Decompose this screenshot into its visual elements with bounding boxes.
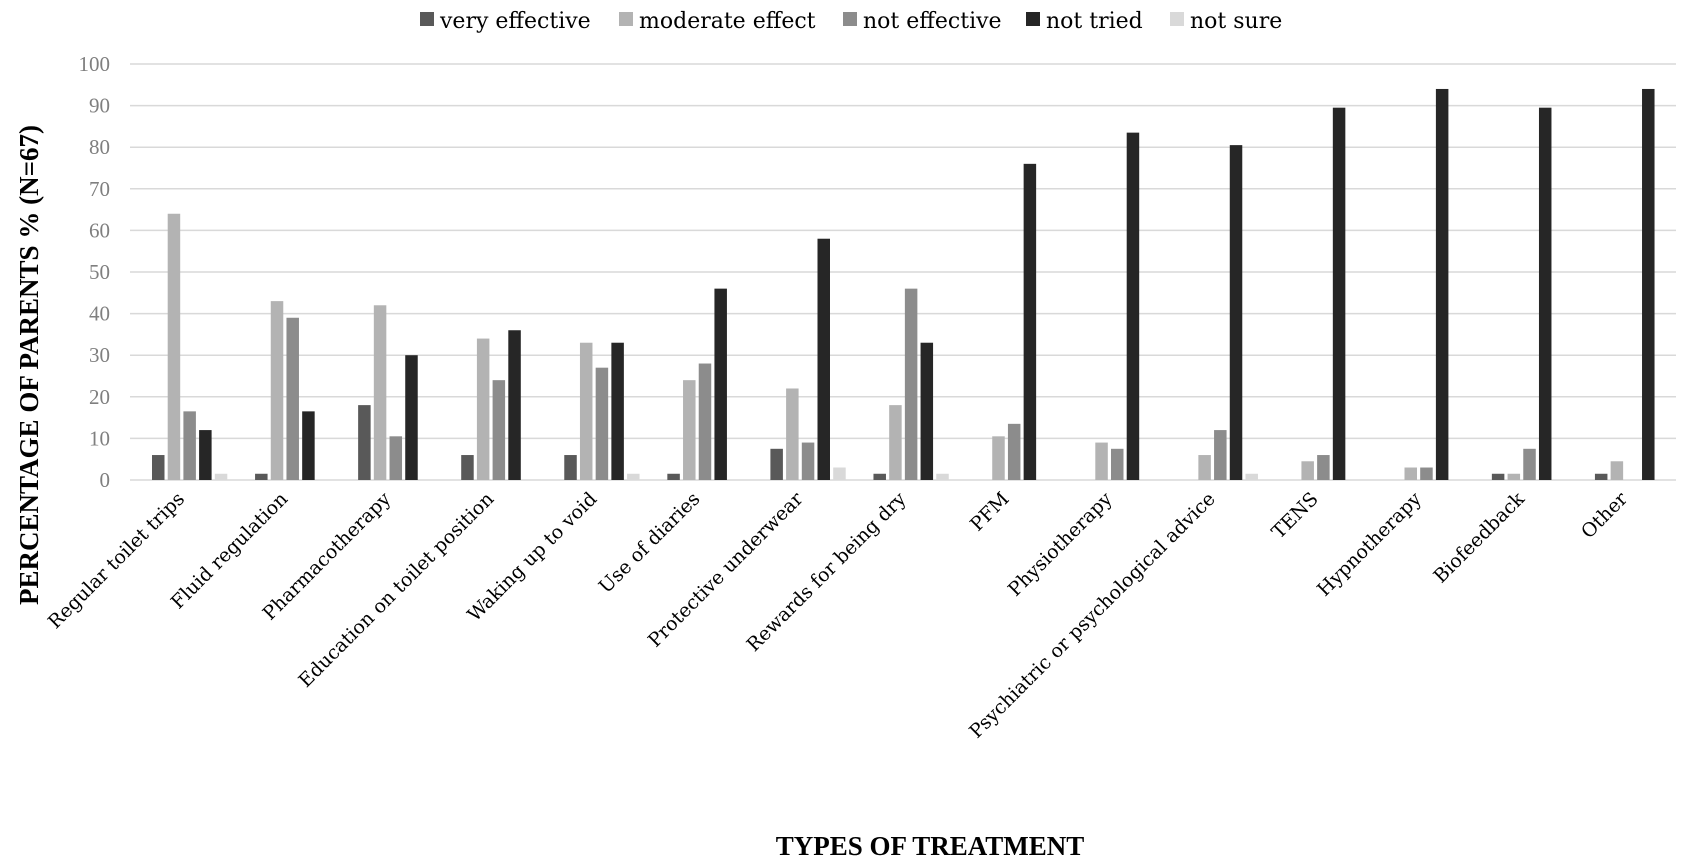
bar: [1008, 424, 1021, 480]
bar: [873, 474, 886, 480]
bar: [1301, 461, 1314, 480]
y-tick-label: 90: [89, 94, 110, 118]
legend-swatch: [619, 12, 633, 26]
x-category-label: Other: [1577, 487, 1633, 543]
bar: [1523, 449, 1536, 480]
bar: [580, 343, 593, 480]
bar: [1317, 455, 1330, 480]
bar: [168, 214, 181, 480]
legend: very effective moderate effect not effecti…: [420, 9, 1282, 34]
y-tick-label: 100: [79, 52, 111, 76]
bar: [1539, 108, 1552, 480]
y-tick-label: 60: [89, 218, 110, 242]
x-category-label: Education on toilet position: [294, 488, 498, 692]
bar: [683, 380, 696, 480]
y-tick-label: 10: [89, 426, 110, 450]
bar: [286, 318, 299, 480]
y-tick-label: 70: [89, 177, 110, 201]
bar: [936, 474, 949, 480]
bar: [921, 343, 934, 480]
legend-label: not sure: [1190, 9, 1282, 34]
bar: [699, 364, 712, 480]
bar: [1230, 145, 1243, 480]
x-category-label: PFM: [966, 488, 1014, 536]
bar: [215, 474, 228, 480]
bar: [770, 449, 783, 480]
bar: [1333, 108, 1346, 480]
x-category-label: Regular toilet trips: [44, 488, 189, 633]
bar: [1492, 474, 1505, 480]
bar: [183, 411, 196, 480]
bar: [667, 474, 680, 480]
bar: [477, 339, 490, 480]
legend-swatch: [1026, 12, 1040, 26]
y-axis-ticks: 0 10 20 30 40 50 60 70 80 90 100: [79, 52, 111, 492]
bar: [255, 474, 267, 480]
bar: [1111, 449, 1124, 480]
bar: [405, 355, 418, 480]
bar: [358, 405, 371, 480]
y-tick-label: 0: [100, 468, 111, 492]
bar: [152, 455, 165, 480]
x-category-label: TENS: [1268, 488, 1323, 543]
bar: [1642, 89, 1655, 480]
bar: [714, 289, 727, 480]
y-tick-label: 30: [89, 343, 110, 367]
bar: [802, 443, 815, 480]
bar: [461, 455, 474, 480]
bar: [905, 289, 918, 480]
bar: [627, 474, 640, 480]
bar: [1095, 443, 1108, 480]
y-tick-label: 50: [89, 260, 110, 284]
bar: [596, 368, 609, 480]
x-category-label: Hypnotherapy: [1313, 488, 1426, 601]
bar: [374, 305, 387, 480]
bar: [199, 430, 212, 480]
bar: [1420, 468, 1433, 480]
bar: [786, 388, 799, 480]
legend-label: moderate effect: [639, 9, 816, 34]
bar: [302, 411, 315, 480]
legend-label: very effective: [439, 9, 591, 34]
bar: [1024, 164, 1036, 480]
legend-label: not effective: [863, 9, 1002, 34]
bar: [1436, 89, 1449, 480]
bar: [992, 436, 1005, 480]
y-tick-label: 80: [89, 135, 110, 159]
bar: [1245, 474, 1258, 480]
bar: [1198, 455, 1211, 480]
x-axis-title: TYPES OF TREATMENT: [776, 831, 1085, 861]
bar: [1508, 474, 1521, 480]
legend-label: not tried: [1046, 9, 1143, 34]
bar: [1127, 133, 1140, 480]
legend-swatch: [1170, 12, 1184, 26]
bar: [1595, 474, 1608, 480]
bar: [818, 239, 831, 480]
x-category-label: Physiotherapy: [1004, 488, 1117, 601]
x-category-label: Use of diaries: [595, 488, 705, 598]
bar: [271, 301, 284, 480]
bar: [390, 436, 403, 480]
bar: [564, 455, 577, 480]
bar: [611, 343, 624, 480]
legend-swatch: [843, 12, 857, 26]
x-category-label: Biofeedback: [1429, 488, 1529, 588]
bar: [508, 330, 521, 480]
y-axis-title: PERCENTAGE OF PARENTS % (N=67): [14, 125, 44, 605]
y-tick-label: 20: [89, 385, 110, 409]
bar: [889, 405, 902, 480]
bar: [493, 380, 506, 480]
legend-swatch: [420, 12, 434, 26]
bar: [1405, 468, 1418, 480]
bar: [833, 468, 846, 480]
bar: [1214, 430, 1227, 480]
y-tick-label: 40: [89, 302, 110, 326]
bar: [1611, 461, 1624, 480]
